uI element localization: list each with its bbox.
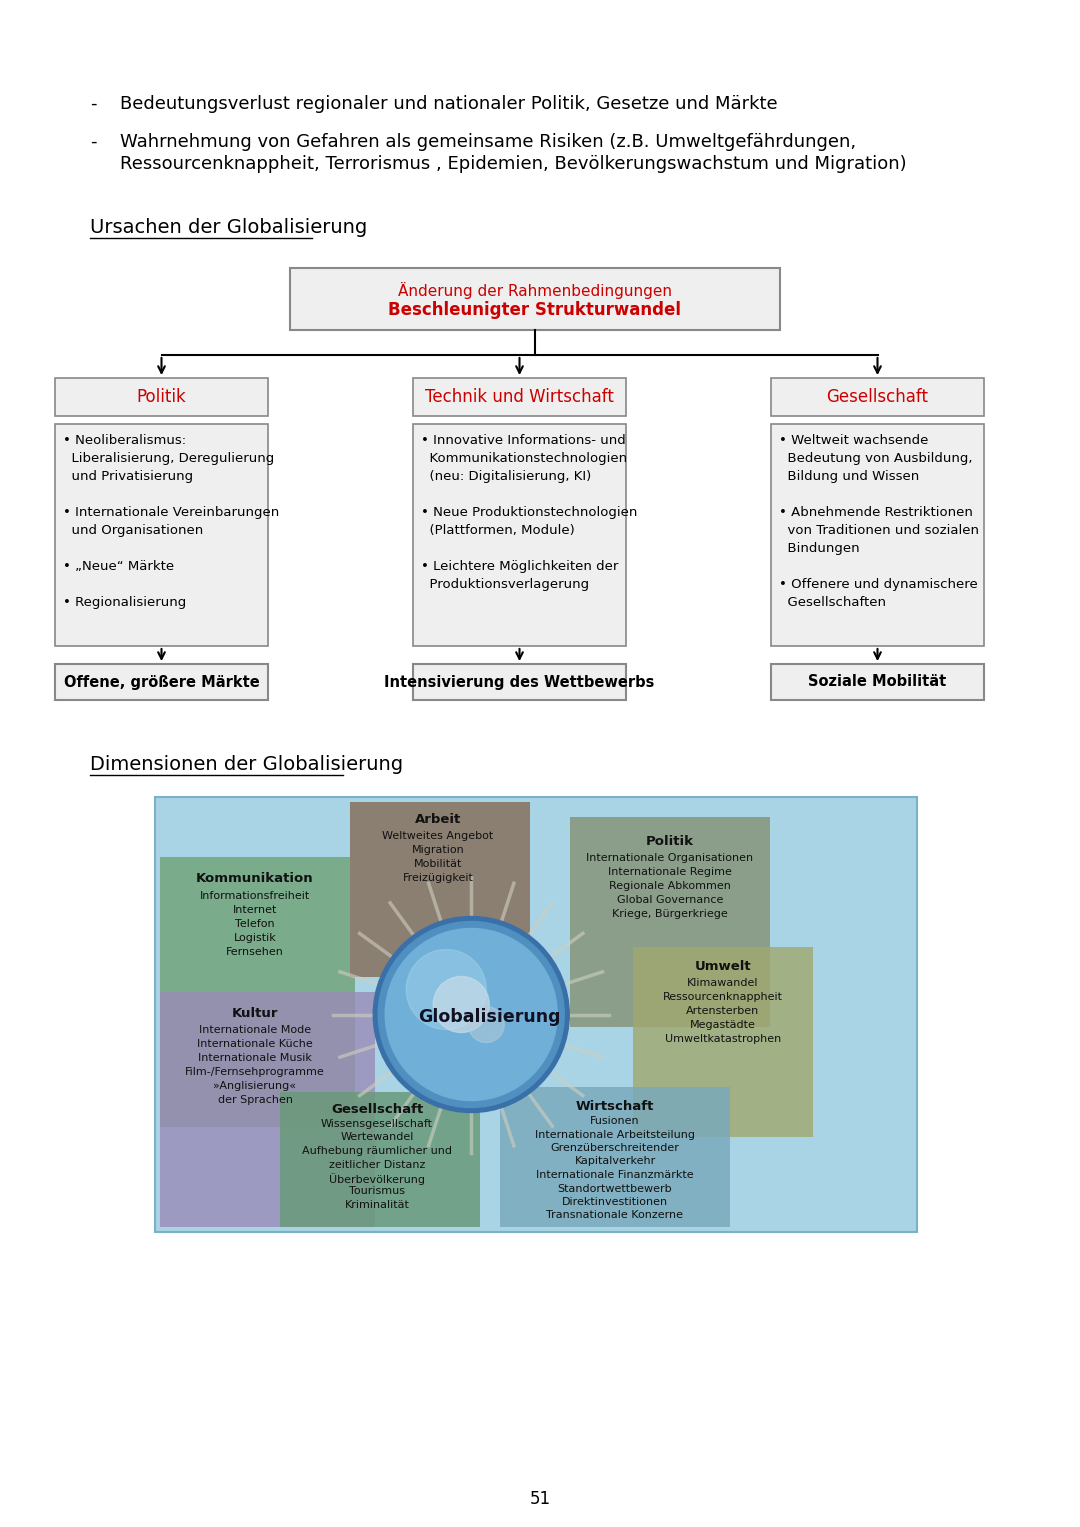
Text: Änderung der Rahmenbedingungen: Änderung der Rahmenbedingungen [399, 282, 672, 299]
Text: Ressourcenknappheit: Ressourcenknappheit [663, 993, 783, 1002]
FancyBboxPatch shape [160, 857, 355, 1127]
Text: -: - [90, 95, 96, 113]
Text: zeitlicher Distanz: zeitlicher Distanz [328, 1159, 426, 1170]
Circle shape [386, 928, 557, 1101]
Text: der Sprachen: der Sprachen [217, 1095, 293, 1106]
Text: Globalisierung: Globalisierung [418, 1008, 561, 1026]
Text: Regionale Abkommen: Regionale Abkommen [609, 881, 731, 890]
Text: Kriminalität: Kriminalität [345, 1200, 409, 1209]
Text: Offene, größere Märkte: Offene, größere Märkte [64, 675, 259, 690]
Text: Direktinvestitionen: Direktinvestitionen [562, 1197, 669, 1206]
FancyBboxPatch shape [570, 817, 770, 1028]
Text: Intensivierung des Wettbewerbs: Intensivierung des Wettbewerbs [384, 675, 654, 690]
Circle shape [406, 950, 486, 1029]
FancyBboxPatch shape [55, 379, 268, 415]
FancyBboxPatch shape [771, 425, 984, 646]
Text: Gesellschaft: Gesellschaft [826, 388, 929, 406]
Text: Internationale Organisationen: Internationale Organisationen [586, 854, 754, 863]
Text: Politik: Politik [137, 388, 187, 406]
Text: »Anglisierung«: »Anglisierung« [214, 1081, 297, 1090]
Text: -: - [90, 133, 96, 151]
Text: Grenzüberschreitender: Grenzüberschreitender [551, 1144, 679, 1153]
Text: Ressourcenknappheit, Terrorismus , Epidemien, Bevölkerungswachstum und Migration: Ressourcenknappheit, Terrorismus , Epide… [120, 156, 906, 173]
Text: Weltweites Angebot: Weltweites Angebot [382, 831, 494, 841]
Text: Internationale Regime: Internationale Regime [608, 867, 732, 876]
Text: Transnationale Konzerne: Transnationale Konzerne [546, 1211, 684, 1220]
FancyBboxPatch shape [570, 817, 770, 1028]
Text: Internationale Mode: Internationale Mode [199, 1025, 311, 1035]
Text: Mobilität: Mobilität [414, 860, 462, 869]
Text: Soziale Mobilität: Soziale Mobilität [808, 675, 947, 690]
FancyBboxPatch shape [413, 425, 626, 646]
Text: Aufhebung räumlicher und: Aufhebung räumlicher und [302, 1145, 453, 1156]
Circle shape [433, 976, 489, 1032]
Text: Wahrnehmung von Gefahren als gemeinsame Risiken (z.B. Umweltgefährdungen,: Wahrnehmung von Gefahren als gemeinsame … [120, 133, 856, 151]
Text: Umwelt: Umwelt [694, 960, 752, 973]
FancyBboxPatch shape [350, 802, 530, 977]
Text: Migration: Migration [411, 844, 464, 855]
Text: Technik und Wirtschaft: Technik und Wirtschaft [426, 388, 613, 406]
Text: Film-/Fernsehprogramme: Film-/Fernsehprogramme [185, 1067, 325, 1077]
Text: Kriege, Bürgerkriege: Kriege, Bürgerkriege [612, 909, 728, 919]
Text: Fernsehen: Fernsehen [226, 947, 284, 957]
Text: Global Governance: Global Governance [617, 895, 724, 906]
Text: 51: 51 [529, 1490, 551, 1509]
Text: Kapitalverkehr: Kapitalverkehr [575, 1156, 656, 1167]
FancyBboxPatch shape [771, 379, 984, 415]
Text: Internationale Musik: Internationale Musik [198, 1054, 312, 1063]
Text: Überbevölkerung: Überbevölkerung [329, 1173, 426, 1185]
Text: Artensterben: Artensterben [687, 1006, 759, 1015]
Text: Informationsfreiheit: Informationsfreiheit [200, 890, 310, 901]
Text: Ursachen der Globalisierung: Ursachen der Globalisierung [90, 218, 367, 237]
Text: Politik: Politik [646, 835, 694, 847]
Circle shape [378, 921, 564, 1107]
Text: Telefon: Telefon [235, 919, 274, 928]
FancyBboxPatch shape [55, 425, 268, 646]
FancyBboxPatch shape [350, 802, 530, 977]
Text: Internationale Finanzmärkte: Internationale Finanzmärkte [536, 1170, 693, 1180]
Text: Internationale Küche: Internationale Küche [198, 1038, 313, 1049]
Text: Standortwettbewerb: Standortwettbewerb [557, 1183, 673, 1194]
Text: Gesellschaft: Gesellschaft [330, 1102, 423, 1116]
Text: • Innovative Informations- und
  Kommunikationstechnologien
  (neu: Digitalisier: • Innovative Informations- und Kommunika… [421, 434, 637, 591]
Text: Klimawandel: Klimawandel [687, 977, 759, 988]
Text: Kultur: Kultur [232, 1006, 279, 1020]
Text: Bedeutungsverlust regionaler und nationaler Politik, Gesetze und Märkte: Bedeutungsverlust regionaler und nationa… [120, 95, 778, 113]
FancyBboxPatch shape [160, 993, 375, 1228]
FancyBboxPatch shape [413, 379, 626, 415]
FancyBboxPatch shape [160, 857, 355, 1127]
Text: Fusionen: Fusionen [590, 1116, 639, 1125]
FancyBboxPatch shape [500, 1087, 730, 1228]
FancyBboxPatch shape [771, 664, 984, 699]
Text: Kommunikation: Kommunikation [197, 872, 314, 886]
Text: Beschleunigter Strukturwandel: Beschleunigter Strukturwandel [389, 301, 681, 319]
FancyBboxPatch shape [156, 797, 917, 1232]
Text: Megastädte: Megastädte [690, 1020, 756, 1031]
FancyBboxPatch shape [413, 664, 626, 699]
Text: Dimensionen der Globalisierung: Dimensionen der Globalisierung [90, 754, 403, 774]
Text: Internationale Arbeitsteilung: Internationale Arbeitsteilung [535, 1130, 696, 1139]
Text: Internet: Internet [233, 906, 278, 915]
Text: Wertewandel: Wertewandel [340, 1133, 414, 1142]
FancyBboxPatch shape [55, 664, 268, 699]
Text: Arbeit: Arbeit [415, 812, 461, 826]
Text: Logistik: Logistik [233, 933, 276, 944]
FancyBboxPatch shape [291, 269, 780, 330]
Text: Wissensgesellschaft: Wissensgesellschaft [321, 1119, 433, 1128]
Text: Umweltkatastrophen: Umweltkatastrophen [665, 1034, 781, 1044]
FancyBboxPatch shape [280, 1092, 480, 1228]
Circle shape [469, 1006, 504, 1043]
Text: Wirtschaft: Wirtschaft [576, 1099, 654, 1113]
FancyBboxPatch shape [633, 947, 813, 1138]
Text: Freizügigkeit: Freizügigkeit [403, 873, 473, 883]
Text: • Weltweit wachsende
  Bedeutung von Ausbildung,
  Bildung und Wissen

• Abnehme: • Weltweit wachsende Bedeutung von Ausbi… [779, 434, 978, 609]
Circle shape [374, 916, 569, 1113]
Text: • Neoliberalismus:
  Liberalisierung, Deregulierung
  und Privatisierung

• Inte: • Neoliberalismus: Liberalisierung, Dere… [63, 434, 280, 609]
Text: Tourismus: Tourismus [349, 1186, 405, 1197]
